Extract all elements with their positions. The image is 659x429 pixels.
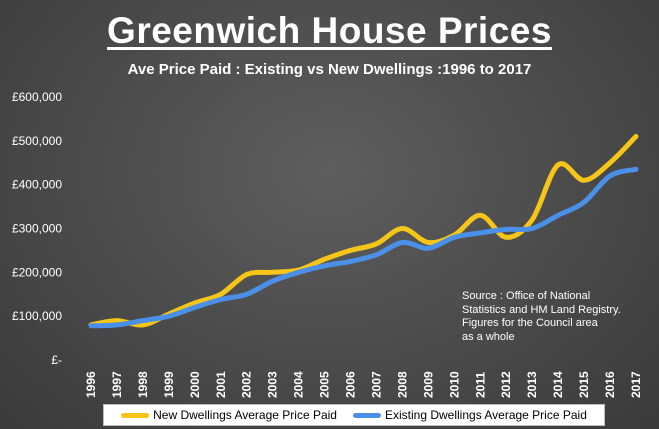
- x-tick-label: 2005: [318, 371, 332, 398]
- x-tick-label: 2009: [421, 371, 435, 398]
- x-tick-label: 2002: [240, 371, 254, 398]
- source-line: Figures for the Council area: [462, 317, 598, 329]
- source-note: Source : Office of National Statistics a…: [462, 290, 657, 344]
- x-tick-label: 2001: [214, 371, 228, 398]
- x-tick-label: 1999: [162, 371, 176, 398]
- x-tick-label: 2015: [577, 371, 591, 398]
- series-layer: [88, 133, 639, 329]
- x-tick-label: 2004: [292, 371, 306, 398]
- x-tick-label: 1996: [84, 371, 98, 398]
- series-line-existing-dwellings: [88, 166, 639, 329]
- source-line: as a whole: [462, 330, 515, 343]
- source-line: Source : Office of National: [462, 290, 591, 302]
- chart-subtitle: Ave Price Paid : Existing vs New Dwellin…: [127, 61, 532, 78]
- legend-item-new-dwellings: New Dwellings Average Price Paid: [121, 408, 337, 422]
- y-tick-label: £-: [51, 353, 62, 367]
- y-tick-label: £300,000: [12, 222, 62, 236]
- x-tick-label: 2007: [369, 371, 383, 398]
- y-tick-label: £600,000: [12, 90, 62, 104]
- x-tick-label: 2013: [525, 371, 539, 398]
- legend-swatch-new-dwellings: [121, 412, 150, 418]
- series-line-new-dwellings: [88, 133, 639, 328]
- x-tick-label: 1997: [110, 371, 124, 398]
- y-tick-label: £400,000: [12, 178, 62, 192]
- x-tick-label: 2010: [447, 371, 461, 398]
- legend-swatch-existing-dwellings: [352, 412, 381, 418]
- y-tick-label: £200,000: [12, 265, 62, 279]
- page-title: Greenwich House Prices: [107, 10, 552, 51]
- x-tick-label: 2000: [188, 371, 202, 398]
- legend: New Dwellings Average Price Paid Existin…: [103, 404, 605, 426]
- y-tick-label: £500,000: [12, 134, 62, 148]
- x-tick-label: 2003: [266, 371, 280, 398]
- x-axis: 1996 1997 1998 1999 2000 2001 2002 2003 2004 2005…: [84, 371, 643, 398]
- source-line: Statistics and HM Land Registry.: [462, 303, 621, 316]
- x-tick-label: 2011: [473, 372, 487, 398]
- x-tick-label: 2008: [395, 371, 409, 398]
- x-tick-label: 2006: [344, 371, 358, 398]
- x-tick-label: 2017: [629, 371, 643, 398]
- y-axis: £- £100,000 £200,000 £300,000 £400,000 £500,0…: [12, 90, 62, 367]
- x-tick-label: 2016: [603, 371, 617, 398]
- x-tick-label: 2012: [499, 371, 513, 398]
- legend-item-existing-dwellings: Existing Dwellings Average Price Paid: [352, 408, 587, 422]
- legend-label: New Dwellings Average Price Paid: [153, 408, 337, 422]
- y-tick-label: £100,000: [12, 309, 62, 323]
- x-tick-label: 2014: [551, 371, 565, 398]
- legend-label: Existing Dwellings Average Price Paid: [384, 408, 587, 422]
- x-tick-label: 1998: [136, 371, 150, 398]
